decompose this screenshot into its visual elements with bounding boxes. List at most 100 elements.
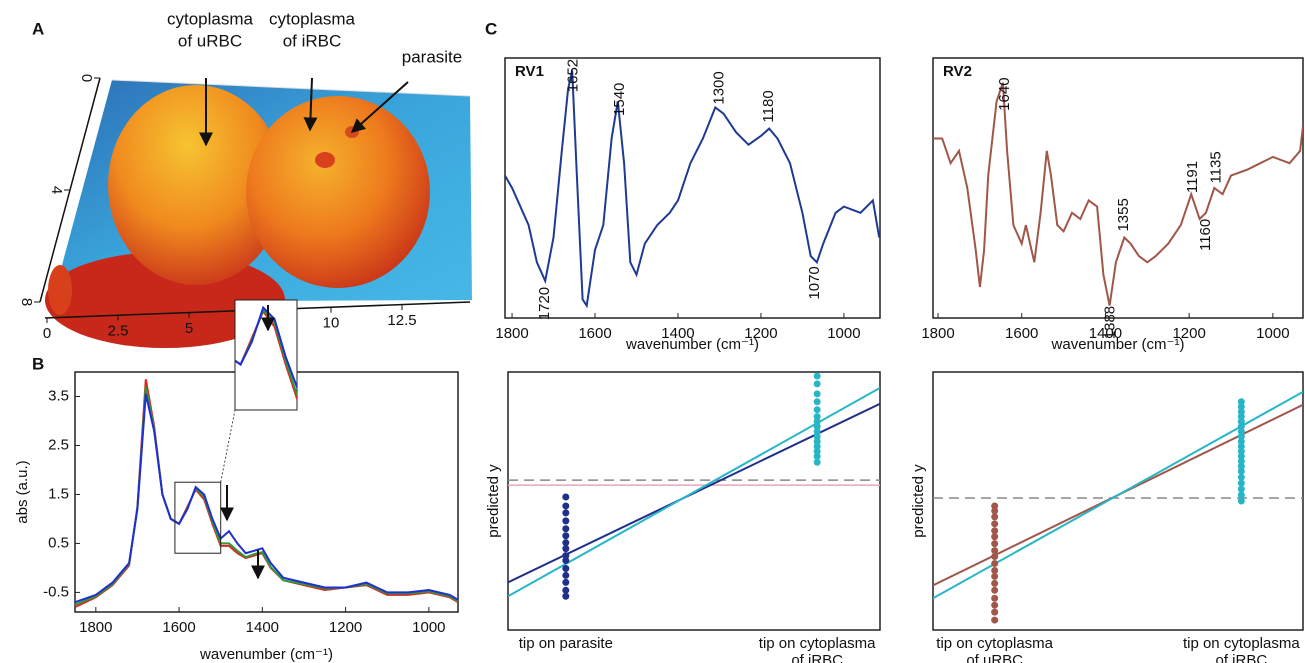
point — [813, 447, 821, 455]
point — [813, 390, 821, 398]
x-tick-label: 10 — [323, 315, 340, 332]
x-tick-label: 1400 — [246, 619, 279, 636]
x-tick-label: 1000 — [1256, 325, 1289, 342]
panel-label: C — [485, 19, 497, 38]
point — [991, 502, 999, 510]
plot-frame — [507, 371, 881, 631]
point — [1237, 473, 1245, 481]
point — [991, 608, 999, 616]
panel-label: A — [32, 19, 44, 38]
point — [813, 452, 821, 460]
point — [1237, 398, 1245, 406]
peak-label: 1720 — [536, 287, 553, 320]
x-tick-label: 2.5 — [108, 322, 129, 339]
annotation: cytoplasma — [269, 9, 356, 28]
annotation: of iRBC — [283, 31, 342, 50]
plot-frame — [932, 57, 1304, 319]
point — [562, 571, 570, 579]
peak-label: 1070 — [806, 266, 823, 299]
point — [991, 616, 999, 624]
point — [991, 527, 999, 535]
point — [991, 520, 999, 528]
peak-label: 1540 — [611, 83, 628, 116]
x-tick-label: 1200 — [744, 325, 777, 342]
panel-label: B — [32, 354, 44, 373]
point — [991, 572, 999, 580]
point — [562, 557, 570, 565]
point — [562, 532, 570, 540]
point — [813, 442, 821, 450]
y-tick-label: 3.5 — [48, 387, 69, 404]
x-tick-label: of uRBC — [966, 652, 1023, 663]
fit-line — [933, 390, 1303, 600]
x-tick-label: 5 — [185, 320, 193, 337]
x-tick-label: tip on cytoplasma — [759, 635, 876, 652]
point — [813, 406, 821, 414]
y-tick-label: 1.5 — [48, 485, 69, 502]
point — [1237, 491, 1245, 499]
point — [1237, 467, 1245, 475]
point — [991, 594, 999, 602]
x-tick-label: tip on cytoplasma — [1183, 635, 1300, 652]
point — [1237, 442, 1245, 450]
x-tick-label: 1600 — [162, 619, 195, 636]
annotation: cytoplasma — [167, 9, 254, 28]
point — [1237, 447, 1245, 455]
point — [991, 560, 999, 568]
point — [813, 413, 821, 421]
point — [991, 547, 999, 555]
point — [813, 423, 821, 431]
annotation: parasite — [402, 47, 462, 66]
peak-label: 1652 — [564, 59, 581, 92]
point — [1237, 497, 1245, 505]
point — [1237, 433, 1245, 440]
x-tick-label: of iRBC — [791, 652, 843, 663]
x-tick-label: 1800 — [79, 619, 112, 636]
x-axis-label: wavenumber (cm⁻¹) — [625, 336, 759, 353]
peak-label: 1355 — [1115, 198, 1132, 231]
x-axis-label: wavenumber (cm⁻¹) — [1051, 336, 1185, 353]
point — [813, 380, 821, 388]
point — [1237, 413, 1245, 421]
y-axis-label: predicted y — [910, 464, 927, 538]
series-line — [75, 386, 458, 606]
point — [1237, 452, 1245, 460]
point — [562, 586, 570, 594]
point — [1237, 437, 1245, 445]
point — [813, 428, 821, 436]
y-tick-label: 2.5 — [48, 436, 69, 453]
point — [562, 509, 570, 517]
point — [991, 566, 999, 574]
point — [1237, 408, 1245, 416]
x-tick-label: of iRBC — [1215, 652, 1267, 663]
y-tick-label: -0.5 — [43, 583, 69, 600]
point — [562, 539, 570, 547]
x-tick-label: 1000 — [412, 619, 445, 636]
peak-label: 1180 — [760, 90, 777, 122]
point — [562, 545, 570, 553]
y-axis-label: predicted y — [485, 464, 502, 538]
peak-label: 1135 — [1207, 151, 1224, 183]
annotation: of uRBC — [178, 31, 242, 50]
series-line — [933, 82, 1303, 306]
peak-label: 1640 — [996, 77, 1013, 110]
point — [562, 493, 570, 501]
x-tick-label: 1800 — [921, 325, 954, 342]
point — [562, 552, 570, 560]
x-tick-label: tip on cytoplasma — [936, 635, 1053, 652]
y-tick-label: 0 — [78, 74, 95, 82]
peak-label: 1160 — [1197, 219, 1214, 251]
y-tick-label: 0.5 — [48, 534, 69, 551]
point — [813, 458, 821, 466]
point — [1237, 479, 1245, 487]
x-tick-label: 1600 — [578, 325, 611, 342]
x-tick-label: 1200 — [1172, 325, 1205, 342]
x-tick-label: 0 — [43, 325, 51, 342]
zoom-connector — [220, 409, 236, 483]
x-tick-label: 1400 — [661, 325, 694, 342]
point — [1237, 485, 1245, 493]
peak-label: 1191 — [1184, 161, 1201, 193]
panel-title: RV2 — [943, 63, 972, 80]
point — [1237, 462, 1245, 470]
